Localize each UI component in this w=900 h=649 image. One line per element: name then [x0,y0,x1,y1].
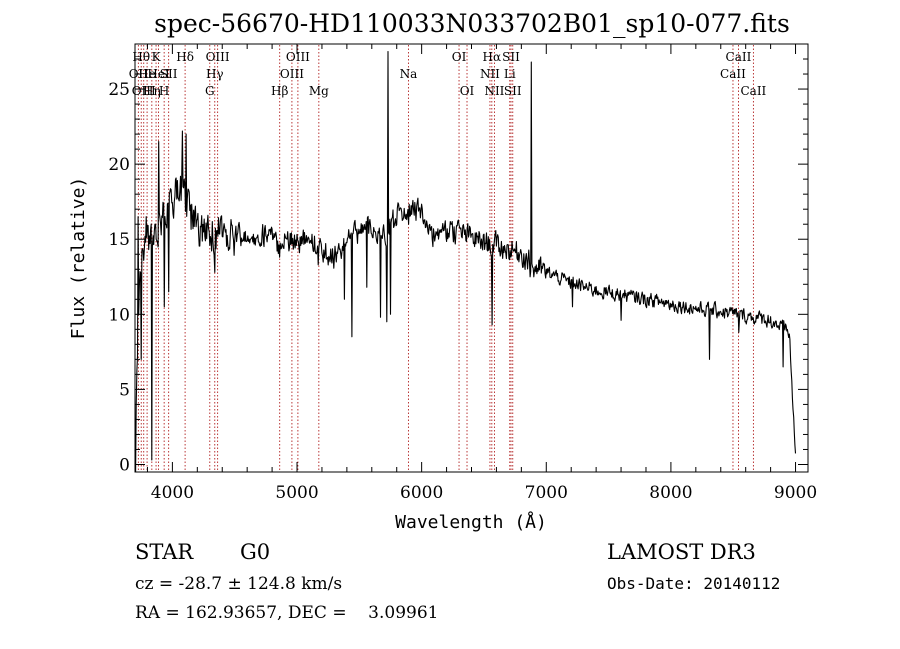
y-tick-label: 20 [108,155,130,175]
x-tick-label: 9000 [774,483,817,503]
y-tick-label: 15 [108,230,130,250]
emission-line-label: OI [452,50,467,64]
emission-line-label: H [159,84,169,98]
emission-line-label: OIII [132,84,156,98]
emission-line-label: OI [460,84,475,98]
emission-line-label: Hγ [206,67,224,81]
y-tick-label: 0 [119,455,130,475]
emission-line-label: Mg [309,84,329,98]
emission-line-label: Hδ [176,50,194,64]
emission-line-label: He [138,67,156,81]
y-axis-label: Flux (relative) [68,177,89,340]
x-tick-label: 8000 [649,483,692,503]
redshift-line: cz = -28.7 ± 124.8 km/s [135,574,343,594]
emission-line-label: CaII [740,84,766,98]
emission-line-label: Li [504,67,516,81]
obs-date: Obs-Date: 20140112 [607,574,781,593]
emission-line-label: OIII [280,67,304,81]
x-axis: 4000 5000 6000 7000 8000 9000 [146,44,817,503]
emission-line-label: CaII [720,67,746,81]
emission-line-label: G [205,84,215,98]
emission-line-label: Na [400,67,418,81]
emission-line-label: OIII [206,50,230,64]
emission-line-label: HeI [147,67,170,81]
emission-line-label: Hη [143,84,161,98]
x-tick-label: 7000 [525,483,568,503]
y-axis: 0 5 10 15 20 25 [108,58,808,475]
emission-line-label: NII [480,67,500,81]
x-tick-label: 5000 [275,483,318,503]
y-tick-label: 5 [119,380,130,400]
emission-line-label: K [152,50,162,64]
emission-line-label: Hα [483,50,502,64]
emission-line-markers [137,45,754,472]
plot-frame [134,43,809,473]
emission-line-label: Hβ [271,84,288,98]
emission-line-label: OIII [286,50,310,64]
survey-label: LAMOST DR3 [607,540,756,564]
emission-line-label: CaII [726,50,752,64]
spectrum-line [134,50,797,473]
object-class: STAR [135,540,194,564]
emission-line-labels: OIIHθOIIIHeHηKHeIHSIIHδGHγOIIIHβOIIIOIII… [129,50,767,98]
object-subclass: G0 [240,540,271,564]
x-tick-label: 6000 [400,483,443,503]
emission-line-label: NII [484,84,504,98]
emission-line-label: SII [502,50,520,64]
emission-line-label: Hθ [132,50,150,64]
coordinates-line: RA = 162.93657, DEC = 3.09961 [135,603,439,623]
chart-title: spec-56670-HD110033N033702B01_sp10-077.f… [154,9,790,38]
y-tick-label: 10 [108,305,130,325]
emission-line-label: SII [504,84,522,98]
x-axis-label: Wavelength (Å) [395,511,547,533]
emission-line-label: SII [160,67,178,81]
x-tick-label: 4000 [151,483,194,503]
y-tick-label: 25 [108,80,130,100]
